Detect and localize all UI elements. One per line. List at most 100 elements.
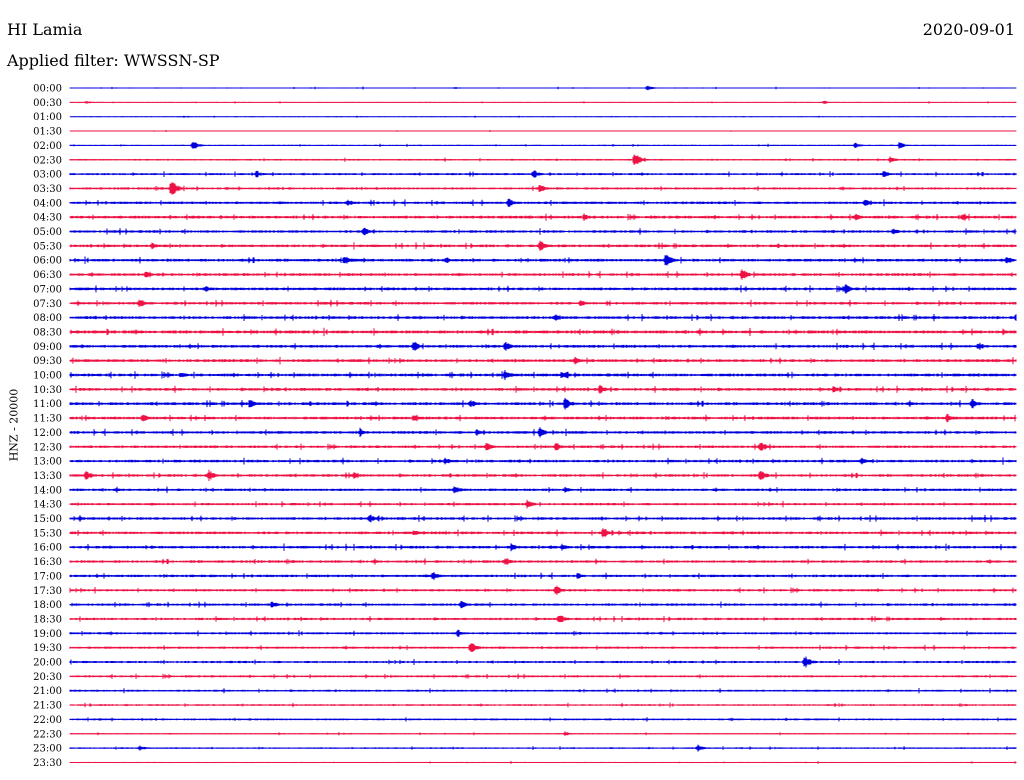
- y-tick-label: 12:30: [33, 442, 62, 453]
- station-name: HI Lamia: [7, 20, 83, 39]
- y-tick-label: 02:00: [33, 141, 62, 152]
- seismic-trace: [69, 115, 1017, 118]
- y-tick-label: 08:00: [33, 313, 62, 324]
- seismic-trace: [69, 384, 1017, 394]
- y-tick-label: 00:30: [33, 98, 62, 109]
- seismic-trace: [69, 154, 1017, 165]
- y-tick-label: 18:00: [33, 600, 62, 611]
- seismic-trace: [69, 514, 1017, 523]
- seismic-trace: [69, 744, 1017, 752]
- seismic-trace: [69, 585, 1017, 595]
- seismic-trace: [69, 528, 1017, 538]
- seismic-trace: [69, 731, 1017, 737]
- seismic-trace: [69, 558, 1017, 565]
- seismic-trace: [69, 284, 1017, 294]
- y-tick-label: 20:30: [33, 672, 62, 683]
- seismic-trace: [69, 499, 1017, 509]
- seismic-trace: [69, 342, 1017, 351]
- y-tick-label: 22:30: [33, 729, 62, 740]
- y-tick-label: 21:30: [33, 701, 62, 712]
- y-tick-label: 23:30: [33, 758, 62, 769]
- seismic-trace: [69, 85, 1017, 91]
- seismic-trace: [69, 227, 1017, 236]
- seismic-trace: [69, 656, 1017, 668]
- seismic-trace: [69, 469, 1017, 481]
- y-tick-label: 05:00: [33, 227, 62, 238]
- seismic-trace: [69, 370, 1017, 380]
- seismic-trace: [69, 629, 1017, 637]
- seismic-trace: [69, 213, 1017, 221]
- y-tick-label: 01:30: [33, 127, 62, 138]
- seismic-trace: [69, 572, 1017, 580]
- seismic-trace: [69, 327, 1017, 337]
- y-tick-label: 23:00: [33, 744, 62, 755]
- seismic-trace: [69, 486, 1017, 494]
- seismic-trace: [69, 314, 1017, 322]
- seismic-trace: [69, 299, 1017, 307]
- y-tick-label: 11:30: [33, 414, 62, 425]
- y-tick-label: 19:30: [33, 643, 62, 654]
- y-tick-label: 14:00: [33, 485, 62, 496]
- seismic-trace: [69, 702, 1017, 708]
- y-tick-label: 05:30: [33, 241, 62, 252]
- y-tick-label: 03:00: [33, 170, 62, 181]
- seismic-trace: [69, 413, 1017, 423]
- seismic-trace: [69, 673, 1017, 679]
- seismic-trace: [69, 717, 1017, 722]
- seismic-trace: [69, 601, 1017, 609]
- y-tick-label: 08:30: [33, 327, 62, 338]
- y-tick-label: 10:30: [33, 385, 62, 396]
- y-tick-label: 00:00: [33, 84, 62, 95]
- y-tick-label: 07:30: [33, 299, 62, 310]
- record-date: 2020-09-01: [922, 20, 1015, 39]
- seismic-trace: [69, 688, 1017, 694]
- y-tick-label: 09:00: [33, 342, 62, 353]
- seismic-trace: [69, 543, 1017, 552]
- y-tick-label: 19:00: [33, 629, 62, 640]
- y-tick-label: 04:30: [33, 213, 62, 224]
- y-tick-label: 11:00: [33, 399, 62, 410]
- y-tick-label: 04:00: [33, 198, 62, 209]
- seismic-trace: [69, 442, 1017, 451]
- seismic-trace: [69, 356, 1017, 365]
- seismic-trace: [69, 615, 1017, 623]
- applied-filter: Applied filter: WWSSN-SP: [7, 51, 220, 70]
- seismic-trace: [69, 240, 1017, 251]
- y-tick-label: 16:30: [33, 557, 62, 568]
- y-tick-label: 09:30: [33, 356, 62, 367]
- y-tick-label: 13:00: [33, 457, 62, 468]
- y-tick-label: 14:30: [33, 500, 62, 511]
- y-tick-label: 06:30: [33, 270, 62, 281]
- seismic-trace: [69, 142, 1017, 149]
- seismic-trace: [69, 130, 1017, 132]
- y-tick-label: 15:00: [33, 514, 62, 525]
- seismic-trace: [69, 254, 1017, 266]
- y-tick-label: 10:00: [33, 371, 62, 382]
- y-tick-label: 22:00: [33, 715, 62, 726]
- y-tick-label: 15:30: [33, 528, 62, 539]
- y-tick-label: 17:30: [33, 586, 62, 597]
- y-tick-label: 03:30: [33, 184, 62, 195]
- y-tick-label: 18:30: [33, 614, 62, 625]
- y-tick-label: 21:00: [33, 686, 62, 697]
- seismic-trace: [69, 198, 1017, 207]
- seismic-trace: [69, 397, 1017, 410]
- y-tick-label: 20:00: [33, 658, 62, 669]
- seismic-trace: [69, 100, 1017, 104]
- y-tick-label: 02:30: [33, 155, 62, 166]
- seismic-trace: [69, 170, 1017, 178]
- y-tick-label: 06:00: [33, 256, 62, 267]
- seismic-trace: [69, 182, 1017, 195]
- seismic-trace: [69, 761, 1017, 764]
- y-tick-label: 17:00: [33, 571, 62, 582]
- y-tick-label: 16:00: [33, 543, 62, 554]
- seismic-trace: [69, 457, 1017, 465]
- y-tick-label: 12:00: [33, 428, 62, 439]
- y-tick-label: 13:30: [33, 471, 62, 482]
- seismic-trace: [69, 427, 1017, 438]
- y-tick-label: 07:00: [33, 284, 62, 295]
- y-tick-label: 01:00: [33, 112, 62, 123]
- seismic-trace: [69, 643, 1017, 652]
- seismic-trace: [69, 269, 1017, 280]
